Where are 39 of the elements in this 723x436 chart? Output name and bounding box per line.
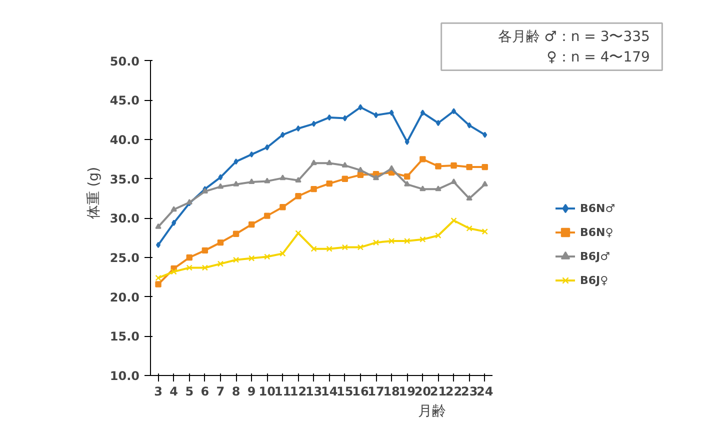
y-axis-title: 体重 (g)	[86, 166, 102, 220]
y-tick-label: 45.0	[110, 94, 140, 108]
x-tick-label: 22	[445, 384, 462, 398]
x-tick-label: 12	[290, 384, 307, 398]
legend-label: B6J♂	[580, 250, 610, 262]
x-tick-label: 3	[154, 384, 162, 398]
x-tick-label: 19	[398, 384, 416, 398]
x-tick-label: 14	[321, 384, 338, 398]
y-tick-label: 10.0	[110, 369, 140, 383]
x-tick-label: 5	[185, 384, 194, 398]
x-tick-label: 4	[170, 384, 178, 398]
x-tick-label: 16	[352, 384, 369, 398]
x-tick-label: 23	[460, 384, 478, 398]
x-tick-label: 15	[336, 384, 354, 398]
x-tick-label: 18	[383, 384, 400, 398]
x-tick-label: 24	[476, 384, 494, 398]
legend-label: B6J♀	[580, 274, 608, 286]
x-tick-label: 20	[414, 384, 432, 398]
x-axis-title: 月齢	[418, 404, 446, 420]
x-tick-label: 8	[232, 384, 240, 398]
x-tick-label: 13	[305, 384, 322, 398]
y-tick-label: 35.0	[110, 172, 140, 186]
x-tick-label: 21	[430, 384, 447, 398]
legend-label: B6N♂	[580, 202, 616, 214]
x-tick-label: 10	[258, 384, 276, 398]
y-tick-label: 40.0	[110, 133, 140, 148]
text: 各月齢 ♂：n = 3〜335	[498, 29, 650, 46]
y-tick-label: 50.0	[110, 54, 140, 68]
x-tick-label: 7	[216, 384, 225, 398]
y-tick-label: 20.0	[110, 290, 140, 304]
x-tick-label: 9	[247, 384, 256, 398]
y-tick-label: 30.0	[110, 212, 140, 226]
text: ♀：n = 4〜179	[546, 50, 650, 66]
x-tick-label: 17	[368, 384, 384, 398]
legend-label: B6N♀	[580, 226, 614, 238]
x-tick-label: 6	[200, 384, 210, 398]
x-tick-label: 11	[274, 384, 292, 398]
y-tick-label: 25.0	[110, 251, 140, 266]
y-tick-label: 15.0	[110, 330, 140, 344]
